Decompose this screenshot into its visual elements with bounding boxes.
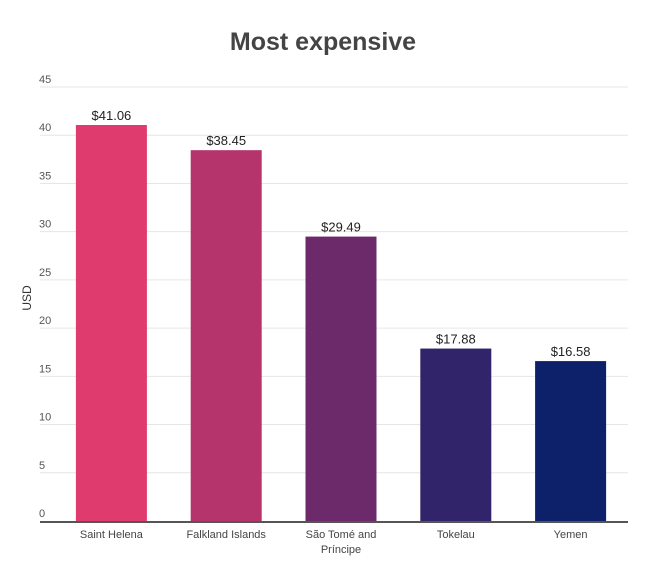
- x-tick-label: Falkland Islands: [186, 529, 266, 541]
- x-tick-label: São Tomé and: [306, 529, 377, 541]
- chart-title: Most expensive: [230, 28, 416, 56]
- x-tick-label: Yemen: [554, 529, 588, 541]
- data-label: $41.06: [92, 108, 132, 123]
- y-axis-label: USD: [20, 285, 34, 311]
- bar[interactable]: [535, 361, 607, 521]
- x-tick-label: Tokelau: [437, 529, 475, 541]
- bar[interactable]: [305, 236, 377, 521]
- y-tick-label: 45: [39, 74, 51, 86]
- data-label: $29.49: [321, 220, 361, 235]
- bar[interactable]: [190, 150, 262, 521]
- y-tick-label: 20: [39, 315, 51, 327]
- data-label: $17.88: [436, 332, 476, 347]
- y-tick-label: 10: [39, 412, 51, 424]
- y-tick-label: 5: [39, 460, 45, 472]
- bar[interactable]: [75, 124, 147, 521]
- y-tick-label: 15: [39, 363, 51, 375]
- bar[interactable]: [420, 348, 492, 521]
- data-label: $16.58: [551, 344, 591, 359]
- y-tick-label: 0: [39, 508, 45, 520]
- y-tick-label: 30: [39, 219, 51, 231]
- y-tick-label: 40: [39, 122, 51, 134]
- x-tick-label: Saint Helena: [80, 529, 144, 541]
- x-tick-label: Príncipe: [321, 544, 361, 556]
- y-tick-label: 25: [39, 267, 51, 279]
- y-tick-label: 35: [39, 170, 51, 182]
- data-label: $38.45: [206, 133, 246, 148]
